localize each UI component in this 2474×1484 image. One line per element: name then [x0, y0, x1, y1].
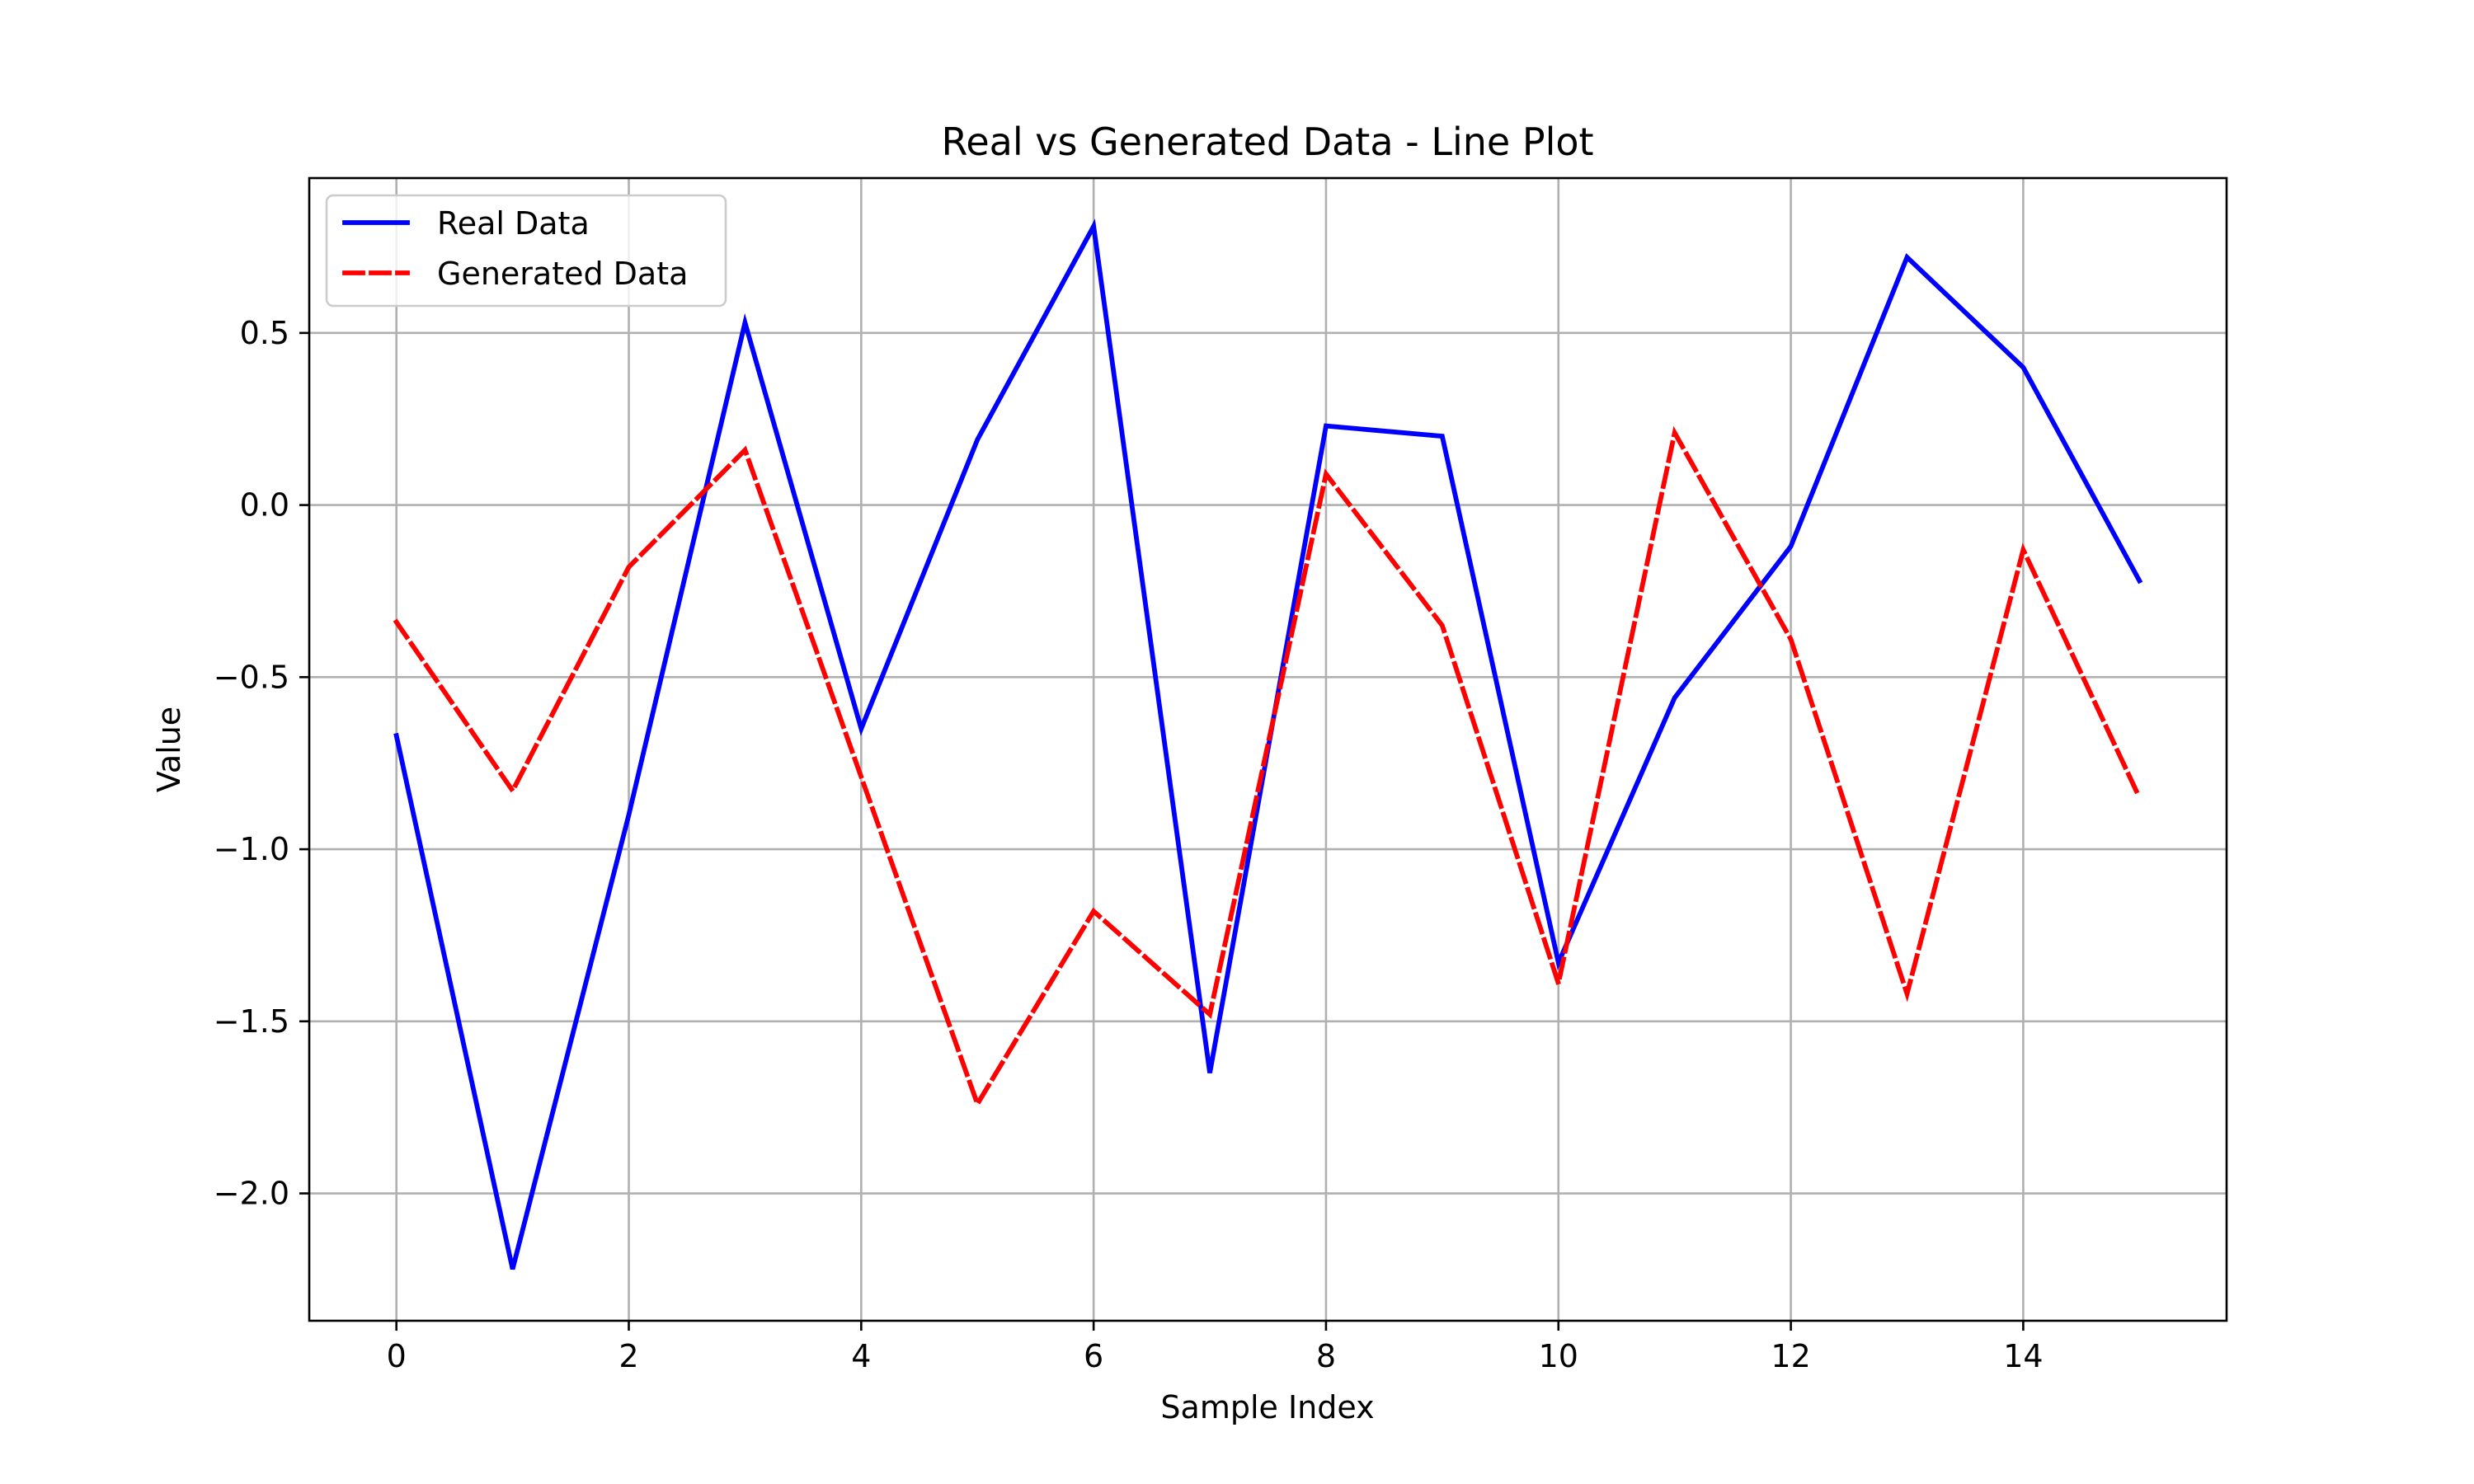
x-tick-label: 8 — [1316, 1338, 1336, 1374]
y-axis-ticks: 0.5 0.0 −0.5 −1.0 −1.5 −2.0 — [214, 315, 309, 1212]
x-tick-label: 0 — [387, 1338, 407, 1374]
y-tick-label: −1.5 — [214, 1003, 289, 1040]
x-axis-label: Sample Index — [1160, 1389, 1374, 1425]
legend-generated-data-label: Generated Data — [437, 256, 688, 292]
x-tick-label: 14 — [2003, 1338, 2043, 1374]
y-tick-label: 0.5 — [240, 315, 289, 351]
legend: Real Data Generated Data — [325, 194, 727, 308]
series-line-generated-data — [393, 425, 2143, 1110]
y-tick-label: 0.0 — [240, 487, 289, 524]
grid — [309, 178, 2227, 1321]
legend-frame — [325, 194, 727, 308]
x-tick-label: 2 — [618, 1338, 638, 1374]
y-tick-label: −0.5 — [214, 659, 289, 695]
x-axis-ticks: 0 2 4 6 8 10 12 14 — [387, 1321, 2044, 1374]
y-tick-label: −2.0 — [214, 1176, 289, 1212]
y-axis-label: Value — [151, 707, 187, 792]
chart-title: Real vs Generated Data - Line Plot — [941, 120, 1593, 164]
y-tick-label: −1.0 — [214, 831, 289, 867]
x-tick-label: 10 — [1539, 1338, 1578, 1374]
series-lines — [393, 218, 2143, 1270]
x-tick-label: 6 — [1084, 1338, 1103, 1374]
axes-frame — [308, 176, 2228, 1322]
x-tick-label: 4 — [851, 1338, 871, 1374]
legend-real-data-label: Real Data — [437, 205, 590, 242]
x-tick-label: 12 — [1771, 1338, 1810, 1374]
